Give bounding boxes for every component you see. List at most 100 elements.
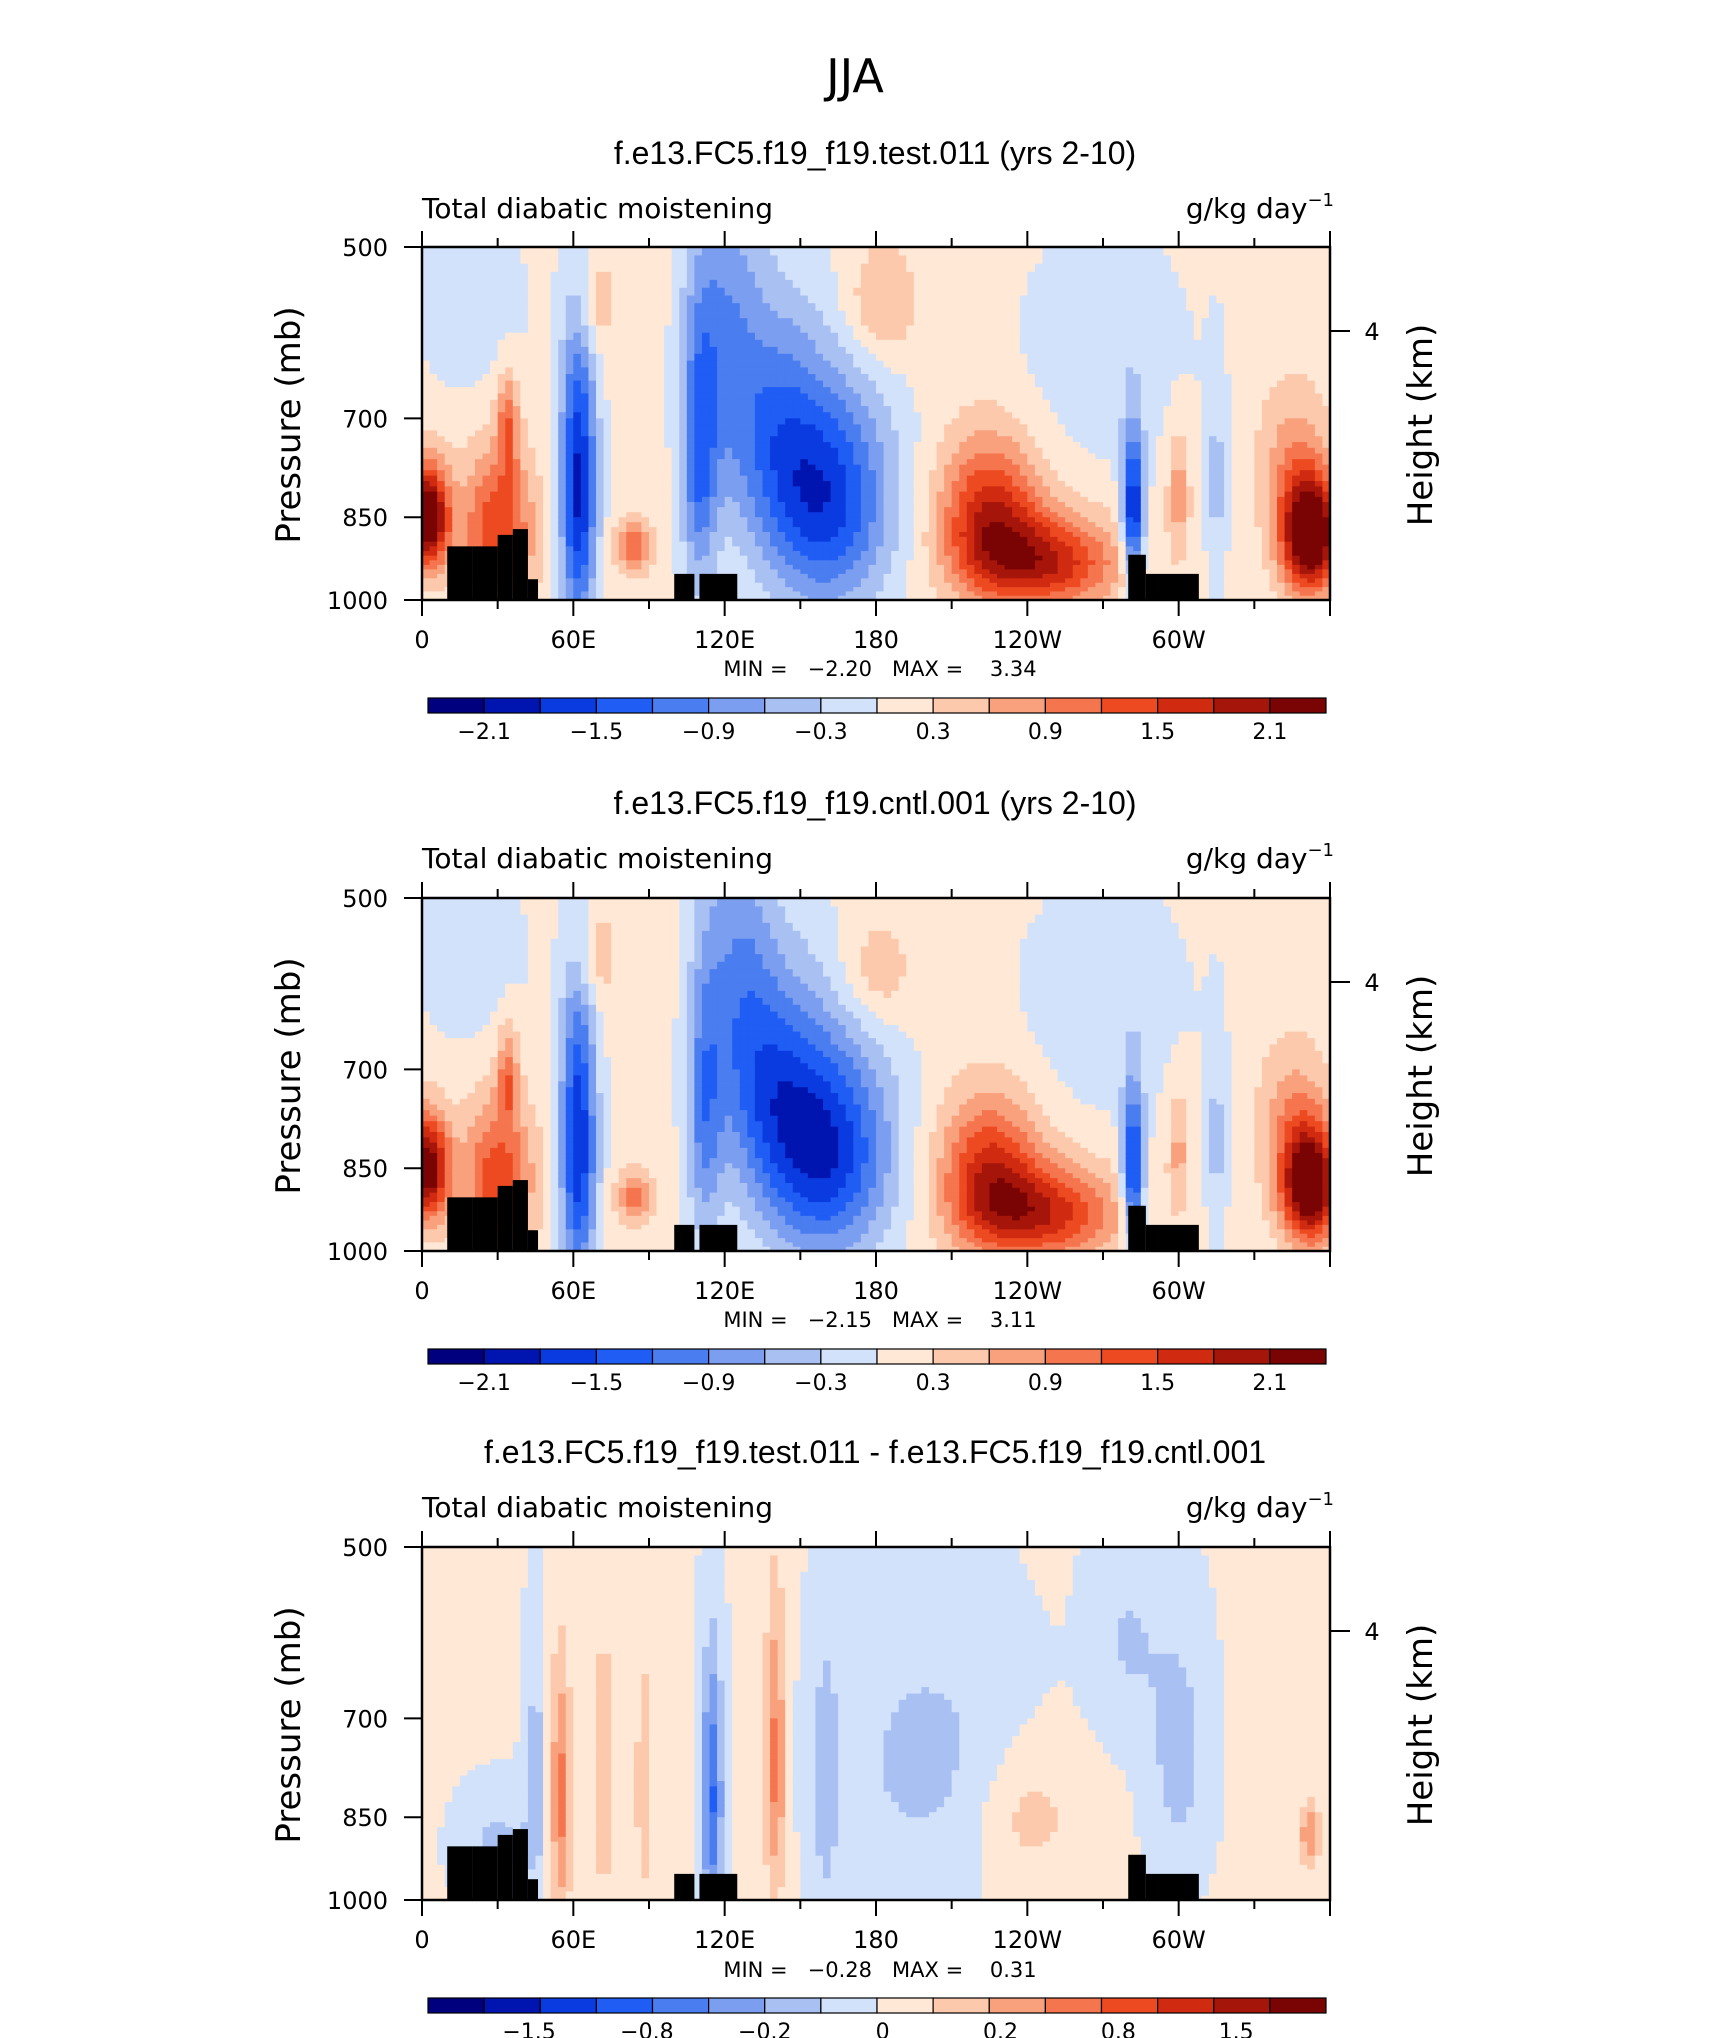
heatmap-cell (603, 481, 612, 487)
heatmap-cell (437, 536, 446, 543)
heatmap-cell (739, 569, 748, 575)
heatmap-cell (573, 496, 582, 503)
heatmap-cell (853, 310, 862, 319)
heatmap-cell (921, 587, 930, 593)
heatmap-cell (527, 418, 537, 425)
heatmap-cell (921, 303, 930, 312)
heatmap-cell (860, 578, 870, 584)
heatmap-cell (543, 436, 552, 443)
heatmap-cell (543, 424, 552, 431)
heatmap-cell (1027, 412, 1036, 419)
heatmap-cell (467, 475, 476, 482)
heatmap-cell (664, 325, 673, 334)
heatmap-cell (1019, 367, 1028, 375)
heatmap-cell (868, 595, 877, 601)
heatmap-cell (838, 399, 847, 407)
heatmap-cell (906, 475, 915, 482)
heatmap-cell (482, 453, 491, 460)
heatmap-cell (732, 418, 741, 425)
heatmap-cell (664, 587, 673, 593)
heatmap-cell (535, 255, 544, 265)
heatmap-cell (565, 475, 574, 482)
heatmap-cell (686, 496, 695, 503)
heatmap-cell (444, 360, 453, 368)
heatmap-cell (664, 295, 673, 304)
heatmap-cell (989, 295, 998, 304)
heatmap-cell (921, 496, 930, 503)
heatmap-cell (974, 481, 983, 487)
heatmap-cell (732, 551, 741, 557)
heatmap-cell (429, 412, 438, 419)
heatmap-cell (686, 399, 695, 407)
heatmap-cell (876, 279, 885, 289)
heatmap-cell (611, 247, 620, 257)
heatmap-cell (739, 496, 748, 503)
heatmap-cell (754, 442, 764, 449)
heatmap-cell (596, 247, 605, 257)
heatmap-cell (497, 475, 506, 482)
heatmap-cell (1004, 459, 1013, 466)
heatmap-cell (1019, 412, 1028, 419)
heatmap-cell (951, 332, 960, 341)
heatmap-cell (437, 303, 446, 312)
heatmap-cell (868, 470, 877, 477)
heatmap-cell (543, 442, 552, 449)
heatmap-cell (686, 303, 695, 312)
heatmap-cell (777, 255, 786, 265)
heatmap-cell (573, 374, 582, 382)
heatmap-cell (830, 353, 839, 362)
heatmap-cell (603, 287, 612, 297)
heatmap-cell (921, 573, 930, 579)
heatmap-cell (565, 380, 574, 388)
heatmap-cell (966, 532, 975, 538)
heatmap-cell (777, 399, 786, 407)
heatmap-cell (928, 418, 938, 425)
heatmap-cell (951, 527, 960, 533)
heatmap-cell (747, 459, 756, 466)
heatmap-cell (1027, 387, 1036, 395)
heatmap-cell (906, 517, 915, 523)
heatmap-cell (906, 247, 915, 257)
heatmap-cell (754, 353, 764, 362)
heatmap-cell (664, 393, 673, 401)
heatmap-cell (891, 532, 900, 538)
heatmap-cell (482, 374, 491, 382)
heatmap-cell (467, 527, 476, 533)
heatmap-cell (747, 551, 756, 557)
heatmap-cell (1019, 536, 1028, 543)
heatmap-cell (891, 418, 900, 425)
heatmap-cell (717, 522, 726, 528)
heatmap-cell (906, 318, 915, 327)
heatmap-cell (573, 555, 582, 561)
heatmap-cell (633, 541, 643, 547)
heatmap-cell (785, 573, 794, 579)
heatmap-cell (671, 551, 680, 557)
heatmap-cell (717, 393, 726, 401)
heatmap-cell (1019, 310, 1028, 319)
heatmap-cell (966, 502, 975, 508)
heatmap-cell (527, 436, 537, 443)
heatmap-cell (966, 522, 975, 528)
heatmap-cell (845, 436, 854, 443)
heatmap-cell (928, 271, 938, 281)
heatmap-cell (883, 546, 892, 552)
heatmap-cell (898, 587, 907, 593)
heatmap-cell (906, 555, 915, 561)
heatmap-cell (626, 367, 635, 375)
heatmap-cell (981, 491, 991, 498)
heatmap-cell (482, 447, 491, 455)
heatmap-cell (860, 496, 870, 503)
heatmap-cell (535, 412, 544, 419)
heatmap-cell (951, 496, 960, 503)
heatmap-cell (845, 546, 854, 552)
heatmap-cell (981, 564, 991, 570)
heatmap-cell (1019, 475, 1028, 482)
heatmap-cell (974, 569, 983, 575)
heatmap-cell (860, 436, 870, 443)
heatmap-cell (664, 255, 673, 265)
heatmap-cell (588, 560, 597, 566)
heatmap-cell (701, 346, 711, 355)
heatmap-cell (588, 481, 597, 487)
heatmap-cell (512, 464, 521, 471)
heatmap-cell (573, 453, 582, 460)
